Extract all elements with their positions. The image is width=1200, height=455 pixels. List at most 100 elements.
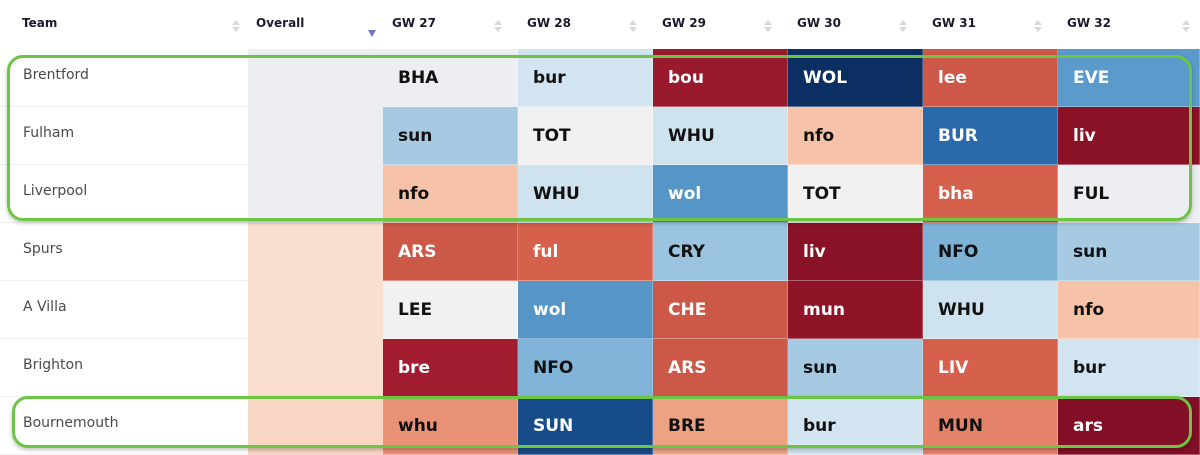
column-header-gw30[interactable]: GW 30 bbox=[775, 0, 910, 50]
team-name: Liverpool bbox=[23, 182, 88, 199]
fixture-cell: bre bbox=[383, 339, 518, 397]
overall-difficulty-cell bbox=[248, 223, 383, 281]
team-name: Fulham bbox=[23, 124, 75, 141]
table-row[interactable]: Bournemouth whu SUN BRE bur MUN ars bbox=[0, 397, 1200, 455]
fixture-opponent: WHU bbox=[533, 183, 580, 204]
column-header-gw29[interactable]: GW 29 bbox=[640, 0, 775, 50]
table-row[interactable]: Brighton bre NFO ARS sun LIV bur bbox=[0, 339, 1200, 397]
fixture-cell: sun bbox=[788, 339, 923, 397]
fixture-cell: wol bbox=[518, 281, 653, 339]
fixture-opponent: LEE bbox=[398, 299, 433, 320]
fixture-cell: sun bbox=[1058, 223, 1200, 281]
column-label: GW 32 bbox=[1067, 16, 1111, 30]
fixture-opponent: sun bbox=[803, 357, 838, 378]
fixture-opponent: WHU bbox=[668, 125, 715, 146]
sort-descending-icon[interactable] bbox=[368, 30, 376, 37]
column-header-gw27[interactable]: GW 27 bbox=[370, 0, 505, 50]
fixture-opponent: ful bbox=[533, 241, 559, 262]
table-row[interactable]: Spurs ARS ful CRY liv NFO sun bbox=[0, 223, 1200, 281]
fixture-cell: wol bbox=[653, 165, 788, 223]
fixture-cell: ARS bbox=[383, 223, 518, 281]
team-name: Bournemouth bbox=[23, 414, 119, 431]
fixture-cell: MUN bbox=[923, 397, 1058, 455]
fixture-opponent: bha bbox=[938, 183, 974, 204]
fixture-opponent: wol bbox=[533, 299, 567, 320]
sort-icon[interactable] bbox=[1182, 20, 1190, 34]
fixture-opponent: WHU bbox=[938, 299, 985, 320]
fixture-opponent: nfo bbox=[1073, 299, 1105, 320]
sort-icon[interactable] bbox=[232, 20, 240, 34]
fixture-opponent: mun bbox=[803, 299, 845, 320]
fixture-opponent: ars bbox=[1073, 415, 1103, 436]
fixture-opponent: WOL bbox=[803, 67, 848, 88]
fixture-cell: LIV bbox=[923, 339, 1058, 397]
fixture-cell: CRY bbox=[653, 223, 788, 281]
column-header-gw32[interactable]: GW 32 bbox=[1045, 0, 1200, 50]
fixture-cell: ful bbox=[518, 223, 653, 281]
fixture-cell: bur bbox=[788, 397, 923, 455]
overall-difficulty-cell bbox=[248, 339, 383, 397]
team-name-cell: Liverpool bbox=[0, 165, 248, 223]
fixture-opponent: BHA bbox=[398, 67, 439, 88]
fixture-opponent: ARS bbox=[668, 357, 707, 378]
team-name-cell: Brentford bbox=[0, 49, 248, 107]
sort-icon[interactable] bbox=[899, 20, 907, 34]
sort-icon[interactable] bbox=[494, 20, 502, 34]
fixture-cell: mun bbox=[788, 281, 923, 339]
fixture-opponent: LIV bbox=[938, 357, 969, 378]
fixture-cell: ars bbox=[1058, 397, 1200, 455]
column-label: Team bbox=[22, 16, 58, 30]
overall-difficulty-cell bbox=[248, 165, 383, 223]
team-name: A Villa bbox=[23, 298, 67, 315]
fixture-cell: WHU bbox=[923, 281, 1058, 339]
column-header-gw28[interactable]: GW 28 bbox=[505, 0, 640, 50]
fixture-cell: BHA bbox=[383, 49, 518, 107]
overall-difficulty-cell bbox=[248, 107, 383, 165]
fixture-cell: liv bbox=[1058, 107, 1200, 165]
overall-difficulty-cell bbox=[248, 281, 383, 339]
table-row[interactable]: A Villa LEE wol CHE mun WHU nfo bbox=[0, 281, 1200, 339]
fixture-opponent: bre bbox=[398, 357, 431, 378]
fixture-opponent: MUN bbox=[938, 415, 983, 436]
fixture-opponent: bou bbox=[668, 67, 704, 88]
fixture-cell: WHU bbox=[653, 107, 788, 165]
fixture-opponent: CHE bbox=[668, 299, 707, 320]
sort-icon[interactable] bbox=[764, 20, 772, 34]
fixture-cell: whu bbox=[383, 397, 518, 455]
fixture-cell: bur bbox=[518, 49, 653, 107]
fixture-cell: bur bbox=[1058, 339, 1200, 397]
fixture-cell: EVE bbox=[1058, 49, 1200, 107]
column-header-overall[interactable]: Overall bbox=[234, 0, 383, 50]
sort-icon[interactable] bbox=[1034, 20, 1042, 34]
sort-icon[interactable] bbox=[629, 20, 637, 34]
column-label: GW 29 bbox=[662, 16, 706, 30]
fixture-cell: liv bbox=[788, 223, 923, 281]
fixture-opponent: liv bbox=[1073, 125, 1096, 146]
fixture-opponent: sun bbox=[398, 125, 433, 146]
column-header-gw31[interactable]: GW 31 bbox=[910, 0, 1045, 50]
fixture-opponent: nfo bbox=[398, 183, 430, 204]
column-header-team[interactable]: Team bbox=[0, 0, 248, 50]
table-row[interactable]: Fulham sun TOT WHU nfo BUR liv bbox=[0, 107, 1200, 165]
fixture-cell: TOT bbox=[788, 165, 923, 223]
fixture-opponent: BRE bbox=[668, 415, 706, 436]
fixture-opponent: bur bbox=[1073, 357, 1106, 378]
table-row[interactable]: Liverpool nfo WHU wol TOT bha FUL bbox=[0, 165, 1200, 223]
fixture-opponent: TOT bbox=[533, 125, 571, 146]
fixture-cell: NFO bbox=[518, 339, 653, 397]
fixture-cell: WHU bbox=[518, 165, 653, 223]
fixture-cell: TOT bbox=[518, 107, 653, 165]
fixture-cell: BRE bbox=[653, 397, 788, 455]
fixture-opponent: liv bbox=[803, 241, 826, 262]
team-name-cell: Brighton bbox=[0, 339, 248, 397]
column-label: Overall bbox=[256, 16, 305, 30]
column-label: GW 28 bbox=[527, 16, 571, 30]
overall-difficulty-cell bbox=[248, 49, 383, 107]
fixture-cell: FUL bbox=[1058, 165, 1200, 223]
fixture-cell: bou bbox=[653, 49, 788, 107]
fixture-opponent: EVE bbox=[1073, 67, 1110, 88]
fixture-cell: WOL bbox=[788, 49, 923, 107]
fixture-opponent: TOT bbox=[803, 183, 841, 204]
column-label: GW 31 bbox=[932, 16, 976, 30]
table-row[interactable]: Brentford BHA bur bou WOL lee EVE bbox=[0, 49, 1200, 107]
